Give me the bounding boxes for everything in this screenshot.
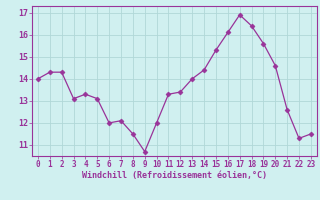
X-axis label: Windchill (Refroidissement éolien,°C): Windchill (Refroidissement éolien,°C) (82, 171, 267, 180)
